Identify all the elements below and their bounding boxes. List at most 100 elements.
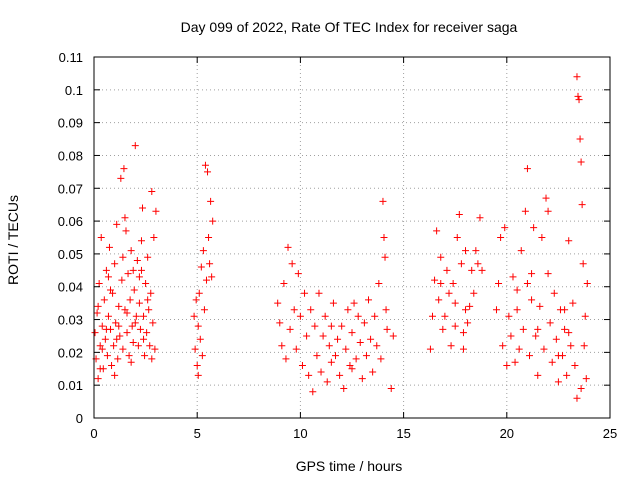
data-point: [492, 306, 500, 314]
data-point: [104, 273, 112, 281]
data-point: [303, 332, 311, 340]
data-point: [437, 253, 445, 261]
data-point: [528, 296, 536, 304]
data-point: [530, 224, 538, 232]
data-point: [546, 319, 554, 327]
data-point: [342, 345, 350, 353]
data-point: [509, 273, 517, 281]
data-point: [329, 299, 337, 307]
data-point: [449, 279, 457, 287]
data-point: [441, 312, 449, 320]
data-point: [199, 247, 207, 255]
data-point: [125, 352, 133, 360]
data-point: [580, 342, 588, 350]
data-point: [124, 270, 132, 278]
data-point: [453, 234, 461, 241]
data-point: [140, 335, 148, 343]
data-point: [120, 165, 128, 173]
data-point: [377, 355, 385, 363]
data-point: [534, 325, 542, 333]
x-tick-label: 25: [603, 426, 617, 441]
data-point: [100, 296, 108, 304]
data-point: [437, 279, 445, 287]
data-point: [152, 207, 160, 215]
data-point: [350, 299, 358, 307]
data-point: [278, 342, 286, 350]
data-point: [274, 299, 282, 307]
data-point: [455, 211, 463, 219]
data-point: [123, 329, 131, 337]
data-point: [451, 322, 459, 330]
data-point: [135, 273, 143, 281]
data-point: [150, 234, 158, 241]
data-point: [507, 332, 515, 340]
data-point: [98, 345, 106, 353]
data-point: [194, 371, 202, 379]
data-point: [193, 361, 201, 369]
data-point: [470, 289, 478, 297]
data-point: [144, 296, 152, 304]
data-point: [499, 342, 507, 350]
data-point: [128, 322, 136, 330]
data-point: [426, 345, 434, 353]
data-point: [389, 332, 397, 340]
data-point: [206, 260, 214, 268]
data-point: [315, 289, 323, 297]
data-point: [208, 273, 216, 281]
data-point: [95, 279, 103, 287]
data-point: [381, 253, 389, 261]
data-point: [532, 332, 540, 340]
data-point: [288, 260, 296, 268]
data-point: [447, 342, 455, 350]
data-point: [137, 237, 145, 245]
data-point: [108, 361, 116, 369]
y-tick-label: 0.1: [65, 83, 83, 98]
data-point: [464, 319, 472, 327]
y-tick-label: 0.09: [58, 116, 83, 131]
data-point: [123, 309, 131, 317]
grid-lines: [94, 57, 610, 418]
data-point: [145, 306, 153, 314]
data-point: [113, 220, 121, 228]
data-point: [443, 266, 451, 274]
y-tick-label: 0.05: [58, 247, 83, 262]
data-point: [382, 306, 390, 314]
data-point: [197, 263, 205, 271]
data-point: [433, 227, 441, 235]
data-point: [331, 352, 339, 360]
data-point: [334, 335, 342, 343]
y-tick-label: 0.08: [58, 148, 83, 163]
data-point: [136, 325, 144, 333]
data-point: [431, 276, 439, 284]
data-point: [91, 329, 99, 337]
x-tick-label: 10: [293, 426, 307, 441]
x-tick-label: 0: [90, 426, 97, 441]
data-point: [554, 378, 562, 386]
data-point: [503, 361, 511, 369]
data-point: [93, 309, 101, 317]
data-point: [579, 260, 587, 268]
data-point: [439, 325, 447, 333]
data-point: [505, 312, 513, 320]
data-point: [321, 312, 329, 320]
data-point: [513, 306, 521, 314]
data-point: [130, 286, 138, 294]
data-point: [462, 306, 470, 314]
data-point: [352, 355, 360, 363]
data-point: [139, 204, 147, 212]
data-point: [140, 312, 148, 320]
data-point: [292, 345, 300, 353]
data-point: [523, 279, 531, 287]
data-point: [544, 270, 552, 278]
data-point: [129, 266, 137, 274]
data-point: [296, 312, 304, 320]
data-point: [380, 234, 388, 241]
data-point: [149, 319, 157, 327]
y-tick-label: 0.04: [58, 280, 83, 295]
data-point: [379, 197, 387, 205]
data-point: [196, 335, 204, 343]
data-point: [147, 289, 155, 297]
y-tick-labels: 0 0.01 0.02 0.03 0.04 0.05 0.06 0.07 0.08 0.09 0.1…: [58, 50, 83, 426]
data-point: [144, 253, 152, 261]
data-point: [190, 312, 198, 320]
